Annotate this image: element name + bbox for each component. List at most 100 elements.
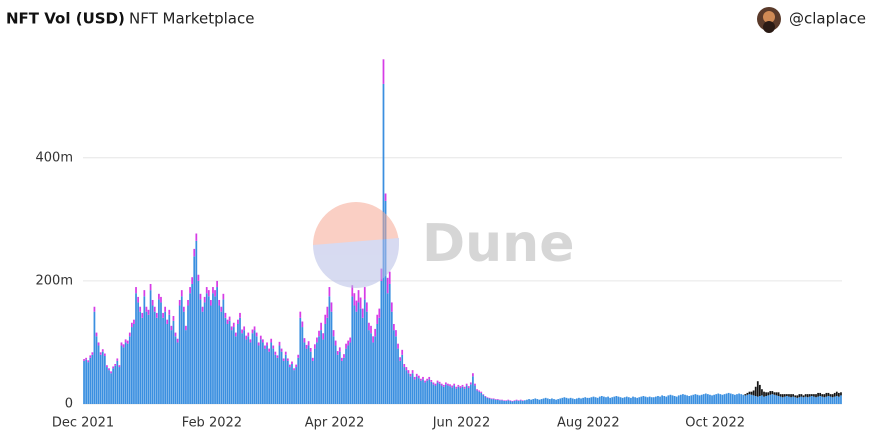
bar-segment <box>769 394 772 404</box>
bar-segment <box>274 351 277 355</box>
bar-segment <box>257 345 260 404</box>
bar-segment <box>409 376 412 404</box>
bar-segment <box>234 332 237 337</box>
bar-segment <box>338 351 341 404</box>
bar-segment <box>376 314 379 324</box>
bar-segment <box>259 339 262 404</box>
bar-segment <box>320 322 322 331</box>
bar-segment <box>122 344 125 348</box>
bar-segment <box>788 394 790 397</box>
bar-segment <box>476 389 478 391</box>
bar-segment <box>272 348 275 404</box>
bar-segment <box>646 397 649 404</box>
bar-segment <box>401 349 404 355</box>
bar-segment <box>130 327 133 404</box>
bar-segment <box>640 396 643 404</box>
bar-segment <box>230 326 233 331</box>
bar-segment <box>465 383 468 386</box>
bar-segment <box>411 370 414 374</box>
bar-segment <box>216 287 218 404</box>
bar-segment <box>800 394 803 397</box>
bar-segment <box>255 332 258 337</box>
bar-segment <box>605 397 607 404</box>
bar-segment <box>378 317 381 404</box>
y-tick-label: 400m <box>36 150 73 165</box>
bar-segment <box>145 306 148 312</box>
bar-segment <box>199 293 202 300</box>
bar-segment <box>688 395 691 404</box>
bar-segment <box>736 394 738 404</box>
bar-segment <box>322 339 325 404</box>
bar-segment <box>798 394 801 398</box>
bar-segment <box>147 314 150 404</box>
user-name[interactable]: @claplace <box>789 10 866 28</box>
bar-segment <box>810 395 813 404</box>
bar-segment <box>488 398 491 404</box>
bar-segment <box>114 363 117 366</box>
bar-segment <box>83 360 85 404</box>
bar-segment <box>218 305 221 404</box>
bar-segment <box>700 394 703 404</box>
watermark <box>313 202 399 288</box>
bar-segment <box>761 395 763 404</box>
bar-segment <box>336 354 339 404</box>
bar-segment <box>794 397 797 404</box>
avatar[interactable] <box>757 7 781 33</box>
bar-segment <box>355 311 358 404</box>
bar-segment <box>282 360 285 404</box>
bar-segment <box>162 317 164 404</box>
bar-segment <box>578 397 580 404</box>
bar-segment <box>301 327 304 404</box>
bar-segment <box>835 391 838 396</box>
bar-segment <box>582 397 584 404</box>
bar-segment <box>162 312 164 318</box>
bar-segment <box>810 394 813 396</box>
bar-segment <box>667 395 670 404</box>
bar-segment <box>160 296 162 303</box>
bar-segment <box>318 336 320 404</box>
bar-segment <box>467 387 470 404</box>
bar-segment <box>230 330 233 404</box>
bar-segment <box>840 392 842 396</box>
bar-segment <box>110 371 112 374</box>
bar-segment <box>627 397 630 404</box>
bar-segment <box>707 394 709 404</box>
bar-segment <box>193 256 196 404</box>
bar-segment <box>372 342 374 404</box>
bar-segment <box>168 314 171 404</box>
bar-segment <box>120 342 123 346</box>
bar-segment <box>526 399 528 404</box>
bar-segment <box>284 351 287 355</box>
bar-segment <box>763 391 765 397</box>
bar-segment <box>276 355 279 358</box>
bar-segment <box>220 311 223 404</box>
bar-segment <box>85 359 87 404</box>
bar-segment <box>729 393 732 404</box>
bar-segment <box>775 392 778 396</box>
bar-segment <box>307 341 310 346</box>
bar-segment <box>428 379 431 404</box>
bar-segment <box>91 354 94 404</box>
bar-segment <box>395 330 397 337</box>
bar-segment <box>486 397 489 398</box>
bar-segment <box>261 342 264 404</box>
bar-segment <box>723 394 726 404</box>
bar-segment <box>711 395 713 404</box>
bar-segment <box>330 311 333 404</box>
bar-segment <box>694 394 697 404</box>
bar-segment <box>738 393 740 404</box>
bar-segment <box>158 293 160 300</box>
bar-segment <box>611 397 614 404</box>
bar-segment <box>592 396 595 404</box>
bar-segment <box>237 319 239 324</box>
bar-segment <box>428 376 431 380</box>
bar-segment <box>524 400 526 404</box>
bar-segment <box>511 401 514 404</box>
bar-segment <box>116 360 119 404</box>
bar-segment <box>232 327 235 404</box>
bar-segment <box>430 381 433 404</box>
bar-segment <box>118 365 121 368</box>
bar-segment <box>359 297 362 309</box>
bar-segment <box>459 387 462 404</box>
bar-segment <box>494 399 497 404</box>
